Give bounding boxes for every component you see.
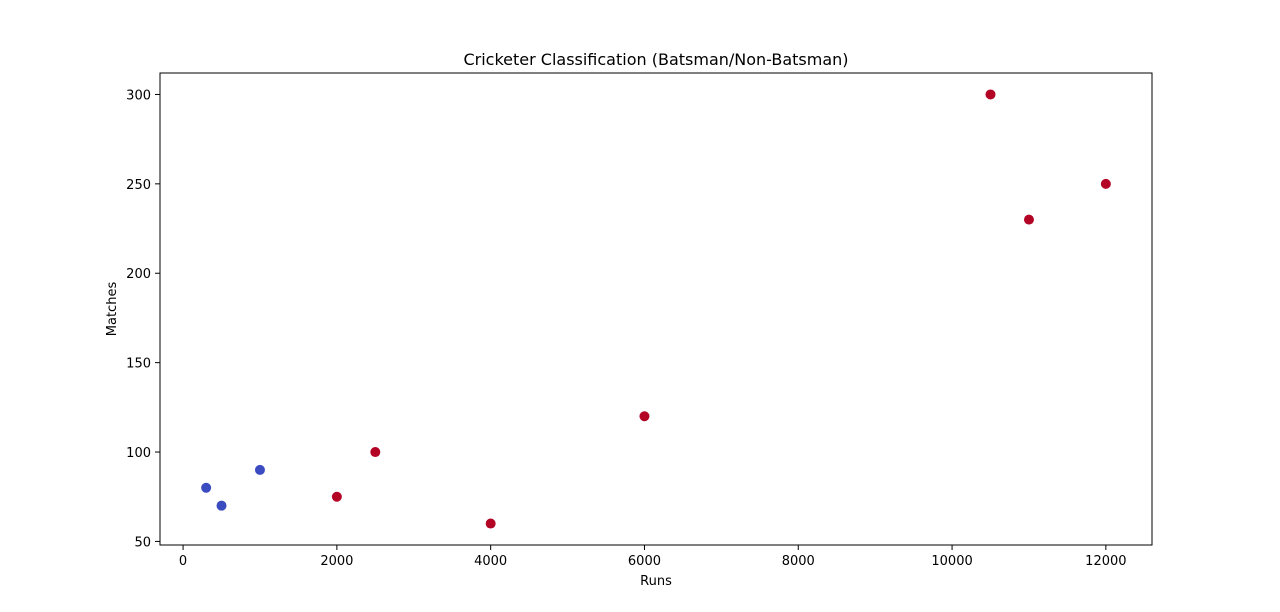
- y-axis-label: Matches: [105, 282, 120, 337]
- y-axis: 50 100 150 200 250 300: [126, 88, 160, 550]
- data-point-batsman: [1100, 178, 1111, 189]
- data-points: [201, 89, 1111, 529]
- data-point-batsman: [639, 411, 650, 422]
- data-point-batsman: [485, 518, 496, 529]
- y-tick-label: 200: [126, 267, 151, 282]
- data-point-batsman: [331, 491, 342, 502]
- y-tick-label: 50: [134, 535, 151, 550]
- y-tick-label: 300: [126, 88, 151, 103]
- x-tick-label: 2000: [320, 554, 353, 569]
- y-tick-label: 100: [126, 446, 151, 461]
- data-point-non-batsman: [216, 500, 227, 511]
- chart-title: Cricketer Classification (Batsman/Non-Ba…: [463, 50, 848, 69]
- plot-area-frame: [159, 72, 1153, 546]
- x-axis: 0 2000 4000 6000 8000 10000 12000: [179, 545, 1127, 569]
- x-tick-label: 6000: [628, 554, 661, 569]
- y-tick-label: 250: [126, 178, 151, 193]
- x-tick-label: 10000: [931, 554, 972, 569]
- data-point-batsman: [370, 447, 381, 458]
- y-tick-label: 150: [126, 357, 151, 372]
- x-tick-label: 4000: [474, 554, 507, 569]
- data-point-non-batsman: [254, 464, 265, 475]
- data-point-batsman: [1023, 214, 1034, 225]
- x-tick-label: 8000: [782, 554, 815, 569]
- data-point-batsman: [985, 89, 996, 100]
- x-tick-label: 0: [179, 554, 187, 569]
- x-tick-label: 12000: [1085, 554, 1126, 569]
- x-axis-label: Runs: [640, 574, 672, 589]
- data-point-non-batsman: [201, 482, 212, 493]
